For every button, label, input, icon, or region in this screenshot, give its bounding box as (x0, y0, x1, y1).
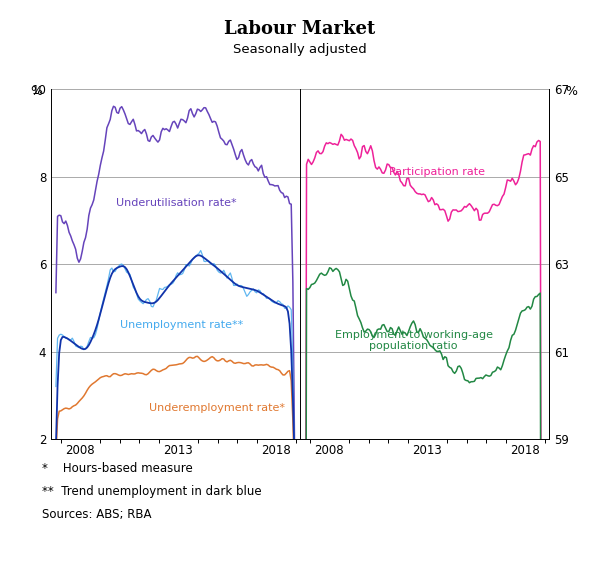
Text: *    Hours-based measure: * Hours-based measure (42, 462, 193, 475)
Text: Unemployment rate**: Unemployment rate** (119, 320, 243, 330)
Text: Labour Market: Labour Market (224, 20, 376, 38)
Text: Underemployment rate*: Underemployment rate* (149, 404, 285, 413)
Y-axis label: %: % (565, 86, 577, 99)
Text: Sources: ABS; RBA: Sources: ABS; RBA (42, 508, 151, 521)
Text: Employment to working-age
population ratio: Employment to working-age population rat… (335, 330, 493, 351)
Y-axis label: %: % (30, 86, 42, 99)
Text: **  Trend unemployment in dark blue: ** Trend unemployment in dark blue (42, 485, 262, 498)
Text: Underutilisation rate*: Underutilisation rate* (116, 198, 236, 208)
Text: Participation rate: Participation rate (389, 167, 485, 177)
Text: Seasonally adjusted: Seasonally adjusted (233, 43, 367, 56)
